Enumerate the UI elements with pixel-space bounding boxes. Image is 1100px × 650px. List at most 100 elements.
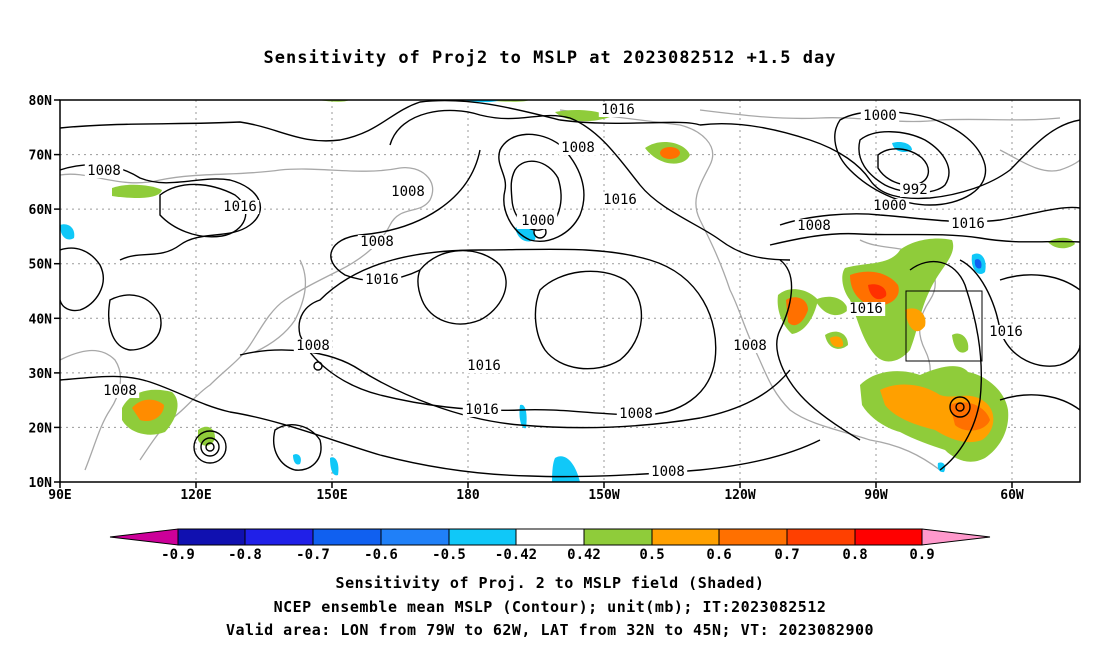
contour-label-bg bbox=[362, 273, 402, 287]
lon-tick-label: 150E bbox=[316, 488, 347, 503]
contour-label-bg bbox=[948, 217, 988, 231]
lat-tick-label: 50N bbox=[29, 258, 53, 273]
lon-tick-label: 60W bbox=[1000, 488, 1024, 503]
contour-label: 1008 bbox=[561, 140, 595, 156]
contour-india-low bbox=[108, 294, 162, 351]
contour-label: 1008 bbox=[797, 218, 831, 234]
contour-west-conus bbox=[776, 259, 861, 441]
contour-label: 1008 bbox=[619, 406, 653, 422]
mslp-contours bbox=[60, 100, 1080, 478]
colorbar-segment bbox=[854, 528, 923, 546]
contour-low-1000 bbox=[510, 160, 562, 231]
contour-label-bg bbox=[462, 403, 502, 417]
caption-line-1: Sensitivity of Proj. 2 to MSLP field (Sh… bbox=[335, 574, 765, 592]
greenland-coast bbox=[999, 149, 1080, 172]
alaska-coast bbox=[559, 109, 731, 291]
contour-label-bg bbox=[357, 235, 397, 249]
shade-philippines-core bbox=[132, 399, 164, 422]
shade-atlantic-small bbox=[952, 333, 969, 353]
shade-atlantic-north bbox=[1048, 237, 1075, 249]
colorbar-label: -0.8 bbox=[228, 547, 262, 563]
colorbar-label: -0.5 bbox=[432, 547, 466, 563]
contour-label-bg bbox=[616, 407, 656, 421]
shade-east-core bbox=[905, 308, 926, 332]
contour-label: 1016 bbox=[223, 199, 257, 215]
contour-label: 1000 bbox=[521, 213, 555, 229]
north-america-west-coast bbox=[729, 289, 941, 471]
caption-line-2: NCEP ensemble mean MSLP (Contour); unit(… bbox=[273, 598, 827, 616]
contour-arctic-low-3 bbox=[877, 148, 929, 186]
shade-east-conus bbox=[842, 238, 954, 362]
contour-label: 992 bbox=[902, 182, 927, 198]
hurricane-ring-2 bbox=[949, 396, 971, 418]
contour-label: 1016 bbox=[989, 324, 1023, 340]
lon-tick-label: 150W bbox=[588, 488, 619, 503]
contour-arctic-low-2 bbox=[858, 131, 950, 194]
colorbar-label: -0.6 bbox=[364, 547, 398, 563]
contour-atlantic-1016 bbox=[959, 259, 1080, 367]
colorbar-segment bbox=[515, 528, 585, 546]
contour-arctic-low-1 bbox=[834, 110, 987, 206]
longitude-axis: 90E 120E 150E 180 150W 120W 90W 60W bbox=[48, 482, 1024, 503]
contour-label-bg bbox=[558, 141, 598, 155]
shade-neg-pacific-2 bbox=[552, 456, 580, 482]
contour-label-bg bbox=[846, 302, 886, 316]
cyclone-rings bbox=[193, 225, 971, 464]
lat-tick-label: 10N bbox=[29, 476, 53, 491]
contour-label-bg bbox=[600, 193, 640, 207]
contour-label-bg bbox=[84, 164, 124, 178]
contour-label-bg bbox=[860, 109, 900, 123]
colorbar-label: 0.6 bbox=[706, 547, 731, 563]
lon-tick-label: 180 bbox=[456, 488, 480, 503]
shade-neg-pacific-3 bbox=[293, 454, 301, 465]
shade-alaska-core bbox=[660, 147, 680, 159]
contour-pacific-high-1016 bbox=[298, 248, 717, 416]
positive-sensitivity-shading bbox=[112, 100, 1075, 462]
contour-label: 1016 bbox=[467, 358, 501, 374]
contour-label: 1008 bbox=[651, 464, 685, 480]
colorbar-label: -0.7 bbox=[296, 547, 330, 563]
valid-area-box bbox=[905, 290, 983, 362]
contour-label: 1000 bbox=[873, 198, 907, 214]
lat-tick-label: 60N bbox=[29, 203, 53, 218]
shade-neg-low bbox=[515, 226, 536, 242]
colorbar-segment bbox=[312, 528, 382, 546]
north-america-east-coast bbox=[859, 239, 936, 401]
shade-neg-west bbox=[60, 224, 75, 240]
caption-line-3: Valid area: LON from 79W to 62W, LAT fro… bbox=[225, 621, 875, 639]
colorbar-label: 0.42 bbox=[567, 547, 601, 563]
contour-low-1008 bbox=[498, 133, 585, 242]
contour-label-bg bbox=[900, 183, 930, 197]
shade-great-lakes-core bbox=[868, 284, 887, 300]
lon-tick-label: 120E bbox=[180, 488, 211, 503]
colorbar-label: -0.42 bbox=[495, 547, 537, 563]
colorbar: -0.9 -0.8 -0.7 -0.6 -0.5 -0.42 0.42 0.5 0.6 0.7 0.… bbox=[109, 528, 991, 563]
contour-high-siberia bbox=[159, 183, 247, 238]
negative-sensitivity-shading bbox=[60, 100, 986, 482]
contour-label-bg bbox=[730, 339, 770, 353]
contour-north-1 bbox=[60, 100, 701, 142]
contour-1016-arc bbox=[389, 109, 791, 261]
latitude-axis: 80N 70N 60N 50N 40N 30N 20N 10N bbox=[29, 94, 60, 491]
contour-west-edge bbox=[60, 247, 104, 312]
contour-1016-east bbox=[769, 232, 1080, 246]
contour-label-bg bbox=[388, 185, 428, 199]
contour-label: 1008 bbox=[391, 184, 425, 200]
tc-ring-1 bbox=[205, 442, 215, 452]
contour-label-bg bbox=[293, 339, 333, 353]
contour-1016-south bbox=[239, 349, 791, 429]
contour-label: 1000 bbox=[863, 108, 897, 124]
contour-1008-east bbox=[779, 206, 1080, 226]
contour-label-bg bbox=[220, 200, 260, 214]
colorbar-segment bbox=[177, 528, 246, 546]
colorbar-segment bbox=[718, 528, 788, 546]
colorbar-right-arrow bbox=[921, 528, 991, 546]
map-frame bbox=[59, 99, 1081, 483]
colorbar-label: -0.9 bbox=[161, 547, 195, 563]
shade-neg-atlantic-core bbox=[974, 259, 982, 269]
lon-tick-label: 90W bbox=[864, 488, 888, 503]
contour-label: 1016 bbox=[951, 216, 985, 232]
contour-label: 1016 bbox=[465, 402, 499, 418]
contour-label: 1008 bbox=[733, 338, 767, 354]
